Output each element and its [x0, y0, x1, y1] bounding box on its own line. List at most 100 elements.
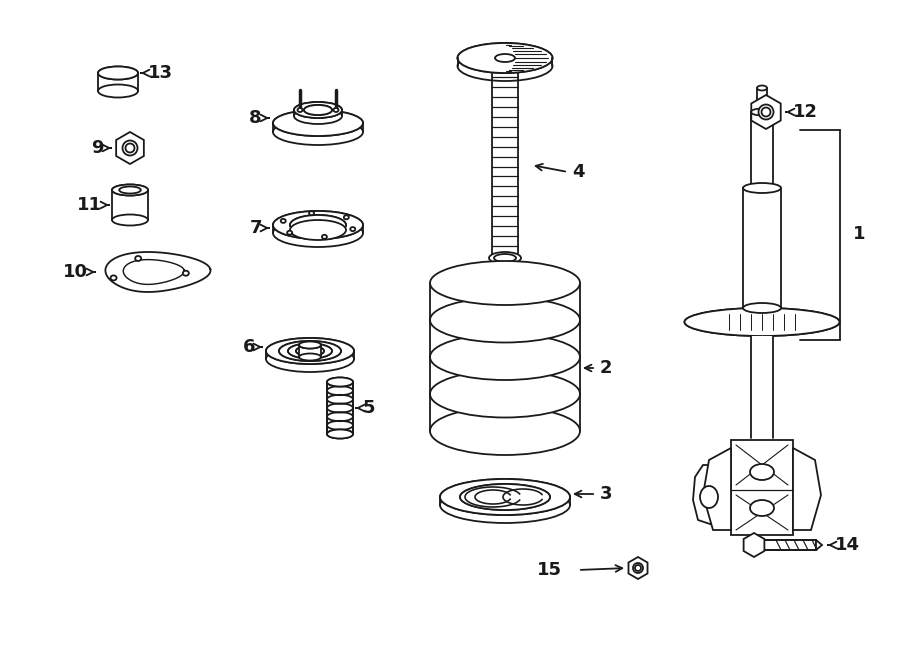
- Ellipse shape: [273, 110, 363, 136]
- Bar: [112, 190, 148, 220]
- Ellipse shape: [299, 354, 321, 360]
- Ellipse shape: [296, 346, 324, 356]
- Ellipse shape: [290, 220, 346, 240]
- Ellipse shape: [757, 85, 767, 91]
- Bar: [743, 188, 781, 308]
- Polygon shape: [693, 465, 725, 525]
- Ellipse shape: [273, 219, 363, 247]
- Ellipse shape: [98, 67, 138, 79]
- Ellipse shape: [273, 119, 363, 145]
- Polygon shape: [793, 448, 821, 530]
- Ellipse shape: [98, 67, 138, 79]
- Ellipse shape: [290, 215, 346, 235]
- Ellipse shape: [440, 479, 570, 515]
- Ellipse shape: [309, 211, 314, 215]
- Ellipse shape: [294, 102, 342, 118]
- Ellipse shape: [111, 276, 117, 280]
- Polygon shape: [105, 252, 211, 292]
- Text: 6: 6: [242, 338, 255, 356]
- Ellipse shape: [296, 346, 324, 356]
- Ellipse shape: [327, 377, 353, 387]
- Text: 12: 12: [793, 103, 818, 121]
- Ellipse shape: [299, 342, 321, 348]
- Polygon shape: [816, 540, 822, 550]
- Polygon shape: [116, 132, 144, 164]
- Bar: [751, 112, 773, 188]
- Ellipse shape: [440, 487, 570, 523]
- Ellipse shape: [440, 479, 570, 515]
- Ellipse shape: [750, 464, 774, 480]
- Ellipse shape: [266, 346, 354, 372]
- Ellipse shape: [281, 219, 285, 223]
- Ellipse shape: [294, 108, 342, 124]
- Bar: [299, 345, 321, 357]
- Text: 2: 2: [600, 359, 613, 377]
- Ellipse shape: [743, 303, 781, 313]
- Ellipse shape: [430, 334, 580, 380]
- Ellipse shape: [288, 344, 332, 358]
- Ellipse shape: [489, 252, 521, 264]
- Ellipse shape: [350, 227, 356, 231]
- Text: 11: 11: [77, 196, 102, 214]
- Ellipse shape: [266, 338, 354, 364]
- Text: 10: 10: [63, 263, 88, 281]
- Ellipse shape: [344, 215, 349, 219]
- Ellipse shape: [266, 338, 354, 364]
- Bar: [492, 73, 518, 258]
- Ellipse shape: [685, 308, 840, 336]
- Text: 5: 5: [363, 399, 375, 417]
- Ellipse shape: [288, 344, 332, 358]
- Bar: [731, 440, 793, 535]
- Ellipse shape: [457, 51, 553, 81]
- Ellipse shape: [759, 104, 773, 120]
- Ellipse shape: [635, 565, 641, 571]
- Ellipse shape: [287, 231, 292, 235]
- Text: 15: 15: [537, 561, 562, 579]
- Ellipse shape: [685, 308, 840, 336]
- Ellipse shape: [457, 43, 553, 73]
- Polygon shape: [628, 557, 647, 579]
- Ellipse shape: [294, 102, 342, 118]
- Ellipse shape: [761, 108, 770, 116]
- Ellipse shape: [430, 261, 580, 305]
- Ellipse shape: [322, 235, 327, 239]
- Bar: [751, 336, 773, 438]
- Ellipse shape: [457, 43, 553, 73]
- Ellipse shape: [700, 486, 718, 508]
- Bar: [764, 540, 816, 550]
- Ellipse shape: [743, 183, 781, 193]
- Ellipse shape: [273, 211, 363, 239]
- Ellipse shape: [273, 110, 363, 136]
- Polygon shape: [703, 448, 731, 530]
- Text: 8: 8: [249, 109, 262, 127]
- Polygon shape: [752, 95, 780, 129]
- Ellipse shape: [750, 500, 774, 516]
- Ellipse shape: [334, 108, 338, 112]
- Text: 13: 13: [148, 64, 173, 82]
- Ellipse shape: [299, 342, 321, 348]
- Text: 7: 7: [249, 219, 262, 237]
- Ellipse shape: [430, 407, 580, 455]
- Ellipse shape: [430, 297, 580, 342]
- Ellipse shape: [298, 108, 302, 112]
- Text: 1: 1: [853, 225, 866, 243]
- Polygon shape: [743, 533, 764, 557]
- Bar: [98, 73, 138, 91]
- Text: 3: 3: [600, 485, 613, 503]
- Ellipse shape: [112, 184, 148, 196]
- Ellipse shape: [119, 186, 140, 194]
- Ellipse shape: [290, 215, 346, 235]
- Ellipse shape: [327, 430, 353, 438]
- Ellipse shape: [751, 108, 773, 116]
- Ellipse shape: [460, 484, 550, 510]
- Ellipse shape: [633, 563, 643, 573]
- Ellipse shape: [430, 371, 580, 418]
- Ellipse shape: [112, 215, 148, 225]
- Ellipse shape: [98, 85, 138, 98]
- Ellipse shape: [112, 184, 148, 196]
- Ellipse shape: [122, 141, 138, 155]
- Bar: [685, 318, 839, 326]
- Ellipse shape: [273, 211, 363, 239]
- Ellipse shape: [495, 54, 515, 62]
- Ellipse shape: [304, 105, 332, 115]
